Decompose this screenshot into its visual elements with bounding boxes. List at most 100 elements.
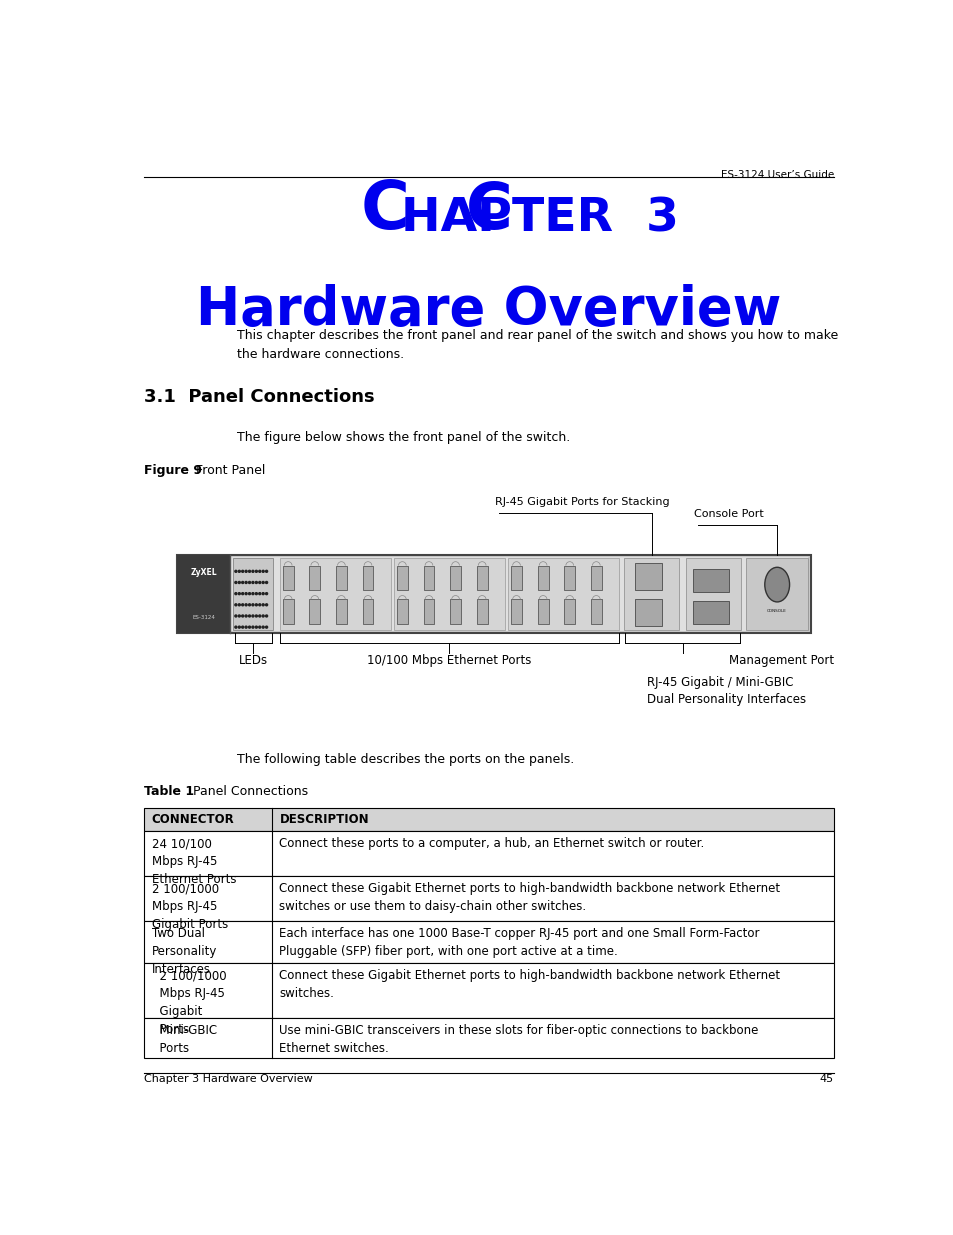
Text: RJ-45 Gigabit / Mini-GBIC: RJ-45 Gigabit / Mini-GBIC <box>646 676 793 689</box>
Bar <box>511 599 521 624</box>
Text: 2 100/1000
Mbps RJ-45
Gigabit Ports: 2 100/1000 Mbps RJ-45 Gigabit Ports <box>152 882 228 931</box>
Text: Use mini‑GBIC transceivers in these slots for fiber-optic connections to backbon: Use mini‑GBIC transceivers in these slot… <box>279 1025 758 1056</box>
Circle shape <box>262 582 264 583</box>
Text: C: C <box>465 180 512 242</box>
Circle shape <box>238 615 240 618</box>
Bar <box>144 920 833 963</box>
Circle shape <box>255 571 257 572</box>
Text: The figure below shows the front panel of the switch.: The figure below shows the front panel o… <box>236 431 570 443</box>
Bar <box>693 568 728 592</box>
Circle shape <box>265 582 267 583</box>
Circle shape <box>252 626 253 629</box>
Text: RJ-45 Gigabit Ports for Stacking: RJ-45 Gigabit Ports for Stacking <box>495 496 669 508</box>
Text: DESCRIPTION: DESCRIPTION <box>279 813 369 826</box>
Circle shape <box>249 582 251 583</box>
Text: C: C <box>360 177 410 243</box>
Bar <box>394 558 504 630</box>
Text: ES-3124 User’s Guide: ES-3124 User’s Guide <box>720 169 833 180</box>
Text: ZyXEL: ZyXEL <box>191 568 217 577</box>
Circle shape <box>258 593 260 594</box>
Circle shape <box>249 626 251 629</box>
Bar <box>590 599 601 624</box>
Bar <box>564 599 575 624</box>
Bar <box>511 566 521 590</box>
Bar <box>362 566 373 590</box>
Circle shape <box>234 626 236 629</box>
Circle shape <box>234 582 236 583</box>
Bar <box>144 831 833 876</box>
Text: Front Panel: Front Panel <box>184 464 266 477</box>
Bar <box>507 558 618 630</box>
Text: 24 10/100
Mbps RJ-45
Ethernet Ports: 24 10/100 Mbps RJ-45 Ethernet Ports <box>152 837 236 887</box>
Circle shape <box>258 571 260 572</box>
Text: Hardware Overview: Hardware Overview <box>196 284 781 336</box>
Circle shape <box>255 626 257 629</box>
Text: LEDs: LEDs <box>238 655 268 667</box>
Bar <box>423 566 434 590</box>
Bar <box>282 566 294 590</box>
Bar <box>450 566 460 590</box>
Bar <box>634 563 661 590</box>
Bar <box>144 876 833 920</box>
Text: HAPTER  3: HAPTER 3 <box>401 196 679 241</box>
Bar <box>282 599 294 624</box>
Circle shape <box>255 582 257 583</box>
Circle shape <box>234 593 236 594</box>
Circle shape <box>265 571 267 572</box>
Bar <box>537 566 548 590</box>
Circle shape <box>265 626 267 629</box>
Bar <box>144 1019 833 1058</box>
Text: Connect these Gigabit Ethernet ports to high-bandwidth backbone network Ethernet: Connect these Gigabit Ethernet ports to … <box>279 882 780 913</box>
Circle shape <box>241 626 243 629</box>
Bar <box>476 566 487 590</box>
Bar <box>745 558 807 630</box>
Circle shape <box>262 571 264 572</box>
Text: Console Port: Console Port <box>694 509 763 519</box>
Circle shape <box>238 604 240 606</box>
Text: Management Port: Management Port <box>728 655 833 667</box>
Circle shape <box>245 626 247 629</box>
Bar <box>179 557 807 631</box>
Circle shape <box>252 593 253 594</box>
Circle shape <box>241 582 243 583</box>
Bar <box>362 599 373 624</box>
Bar <box>335 566 347 590</box>
Bar <box>537 599 548 624</box>
Circle shape <box>234 615 236 618</box>
Text: Mini‑GBIC
  Ports: Mini‑GBIC Ports <box>152 1025 216 1056</box>
Circle shape <box>255 604 257 606</box>
Text: CONNECTOR: CONNECTOR <box>152 813 234 826</box>
Bar <box>309 599 320 624</box>
Text: The following table describes the ports on the panels.: The following table describes the ports … <box>236 752 574 766</box>
Circle shape <box>255 615 257 618</box>
Bar <box>309 566 320 590</box>
Bar <box>144 963 833 1019</box>
Text: 10/100 Mbps Ethernet Ports: 10/100 Mbps Ethernet Ports <box>367 655 531 667</box>
Circle shape <box>241 615 243 618</box>
Text: Two Dual
Personality
Interfaces: Two Dual Personality Interfaces <box>152 926 217 976</box>
Circle shape <box>238 571 240 572</box>
Circle shape <box>245 604 247 606</box>
Text: 3.1  Panel Connections: 3.1 Panel Connections <box>144 389 375 406</box>
Circle shape <box>265 615 267 618</box>
Text: Each interface has one 1000 Base-T copper RJ-45 port and one Small Form-Factor
P: Each interface has one 1000 Base-T coppe… <box>279 926 760 957</box>
Bar <box>623 558 679 630</box>
Text: Chapter 3 Hardware Overview: Chapter 3 Hardware Overview <box>144 1073 313 1084</box>
Bar <box>685 558 740 630</box>
Circle shape <box>245 582 247 583</box>
Text: Dual Personality Interfaces: Dual Personality Interfaces <box>646 693 805 705</box>
Circle shape <box>238 626 240 629</box>
Bar <box>177 555 810 634</box>
Text: ES-3124: ES-3124 <box>193 615 215 620</box>
Circle shape <box>252 571 253 572</box>
Bar <box>693 601 728 624</box>
Bar <box>476 599 487 624</box>
Bar <box>177 555 230 634</box>
Text: 2 100/1000
  Mbps RJ-45
  Gigabit
  Ports: 2 100/1000 Mbps RJ-45 Gigabit Ports <box>152 969 226 1036</box>
Circle shape <box>234 604 236 606</box>
Text: This chapter describes the front panel and rear panel of the switch and shows yo: This chapter describes the front panel a… <box>236 330 838 361</box>
Circle shape <box>262 604 264 606</box>
Circle shape <box>245 593 247 594</box>
Circle shape <box>252 615 253 618</box>
Circle shape <box>262 615 264 618</box>
